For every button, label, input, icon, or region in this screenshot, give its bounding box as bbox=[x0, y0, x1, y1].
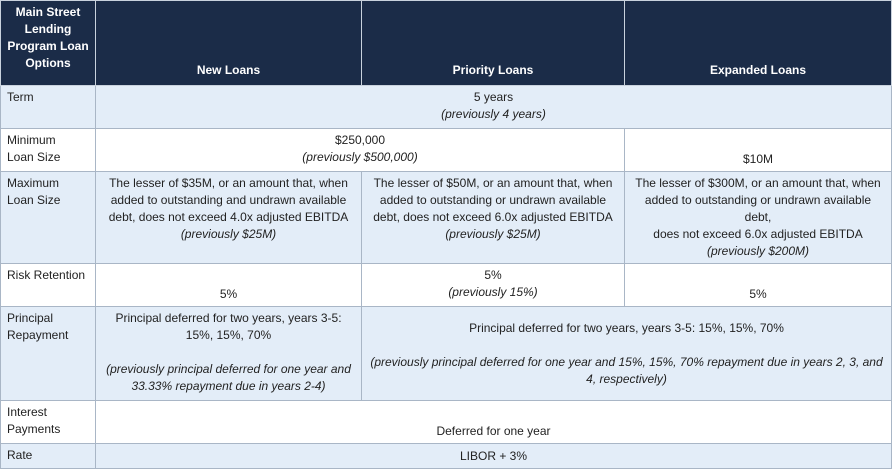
term-value: 5 years bbox=[473, 90, 514, 104]
max-loan-priority-line: The lesser of $50M, or an amount that, w… bbox=[373, 176, 613, 190]
row-label-line: Maximum bbox=[7, 176, 60, 190]
cell-risk-priority: 5% (previously 15%) bbox=[361, 263, 625, 307]
row-label-line: Loan Size bbox=[7, 193, 61, 207]
max-loan-new-line: debt, does not exceed 4.0x adjusted EBIT… bbox=[108, 210, 349, 224]
cell-max-loan-new: The lesser of $35M, or an amount that, w… bbox=[95, 171, 362, 264]
spacer bbox=[368, 337, 885, 354]
principal-shared-previous: (previously principal deferred for one y… bbox=[370, 354, 883, 369]
max-loan-expanded-line: does not exceed 6.0x adjusted EBITDA bbox=[653, 227, 863, 241]
row-label-line: Principal bbox=[7, 311, 54, 325]
row-label-principal-repayment: Principal Repayment bbox=[0, 306, 96, 401]
min-loan-value: $250,000 bbox=[334, 133, 386, 147]
header-program-options: Main Street Lending Program Loan Options bbox=[0, 0, 96, 86]
principal-shared-previous: 4, respectively) bbox=[586, 371, 667, 386]
term-previous: (previously 4 years) bbox=[441, 107, 546, 121]
principal-shared-value: Principal deferred for two years, years … bbox=[469, 320, 784, 335]
max-loan-priority-line: added to outstanding or undrawn availabl… bbox=[379, 193, 607, 207]
cell-min-loan-expanded: $10M bbox=[624, 128, 892, 172]
header-corner-line: Options bbox=[25, 56, 71, 70]
cell-risk-new: 5% bbox=[95, 263, 362, 307]
cell-principal-priority-expanded: Principal deferred for two years, years … bbox=[361, 306, 892, 401]
min-loan-previous: (previously $500,000) bbox=[302, 150, 418, 164]
max-loan-new-previous: (previously $25M) bbox=[180, 227, 277, 241]
table-row-minimum-loan-size: Minimum Loan Size $250,000 (previously $… bbox=[0, 128, 892, 172]
table-row-risk-retention: Risk Retention 5% 5% (previously 15%) 5% bbox=[0, 263, 892, 307]
row-label-interest-payments: Interest Payments bbox=[0, 400, 96, 444]
risk-priority-previous: (previously 15%) bbox=[448, 285, 538, 299]
table-row-maximum-loan-size: Maximum Loan Size The lesser of $35M, or… bbox=[0, 171, 892, 264]
max-loan-expanded-line: added to outstanding or undrawn availabl… bbox=[644, 193, 872, 224]
principal-new-previous: 33.33% repayment due in years 2-4) bbox=[131, 379, 326, 393]
cell-term-all: 5 years (previously 4 years) bbox=[95, 85, 892, 129]
table-header-row: Main Street Lending Program Loan Options… bbox=[0, 0, 892, 86]
max-loan-new-line: added to outstanding and undrawn availab… bbox=[110, 193, 347, 207]
table-row-interest-payments: Interest Payments Deferred for one year bbox=[0, 400, 892, 444]
spacer bbox=[102, 344, 355, 361]
header-corner-line: Program Loan bbox=[7, 39, 89, 53]
row-label-maximum-loan-size: Maximum Loan Size bbox=[0, 171, 96, 264]
row-label-line: Repayment bbox=[7, 328, 69, 342]
max-loan-new-line: The lesser of $35M, or an amount that, w… bbox=[109, 176, 348, 190]
row-label-line: Minimum bbox=[7, 133, 56, 147]
max-loan-expanded-previous: (previously $200M) bbox=[706, 244, 810, 258]
row-label-line: Payments bbox=[7, 422, 61, 436]
cell-max-loan-expanded: The lesser of $300M, or an amount that, … bbox=[624, 171, 892, 264]
header-new-loans: New Loans bbox=[95, 0, 362, 86]
cell-risk-expanded: 5% bbox=[624, 263, 892, 307]
cell-max-loan-priority: The lesser of $50M, or an amount that, w… bbox=[361, 171, 625, 264]
table-row-term: Term 5 years (previously 4 years) bbox=[0, 85, 892, 129]
table-row-rate: Rate LIBOR + 3% bbox=[0, 443, 892, 469]
cell-min-loan-new-priority: $250,000 (previously $500,000) bbox=[95, 128, 625, 172]
row-label-minimum-loan-size: Minimum Loan Size bbox=[0, 128, 96, 172]
row-label-line: Loan Size bbox=[7, 150, 61, 164]
row-label-term: Term bbox=[0, 85, 96, 129]
cell-rate-all: LIBOR + 3% bbox=[95, 443, 892, 469]
table-row-principal-repayment: Principal Repayment Principal deferred f… bbox=[0, 306, 892, 401]
cell-principal-new: Principal deferred for two years, years … bbox=[95, 306, 362, 401]
row-label-risk-retention: Risk Retention bbox=[0, 263, 96, 307]
header-expanded-loans: Expanded Loans bbox=[624, 0, 892, 86]
principal-new-previous: (previously principal deferred for one y… bbox=[106, 362, 351, 376]
header-priority-loans: Priority Loans bbox=[361, 0, 625, 86]
header-corner-line: Main Street bbox=[15, 5, 81, 19]
row-label-line: Interest bbox=[7, 405, 48, 419]
cell-interest-all: Deferred for one year bbox=[95, 400, 892, 444]
header-corner-line: Lending bbox=[24, 22, 72, 36]
max-loan-priority-line: debt, does not exceed 6.0x adjusted EBIT… bbox=[373, 210, 613, 224]
principal-new-line: 15%, 15%, 70% bbox=[185, 328, 272, 342]
principal-new-line: Principal deferred for two years, years … bbox=[115, 311, 342, 325]
max-loan-expanded-line: The lesser of $300M, or an amount that, … bbox=[635, 176, 881, 190]
max-loan-priority-previous: (previously $25M) bbox=[445, 227, 541, 241]
risk-priority-value: 5% bbox=[484, 268, 502, 282]
row-label-rate: Rate bbox=[0, 443, 96, 469]
